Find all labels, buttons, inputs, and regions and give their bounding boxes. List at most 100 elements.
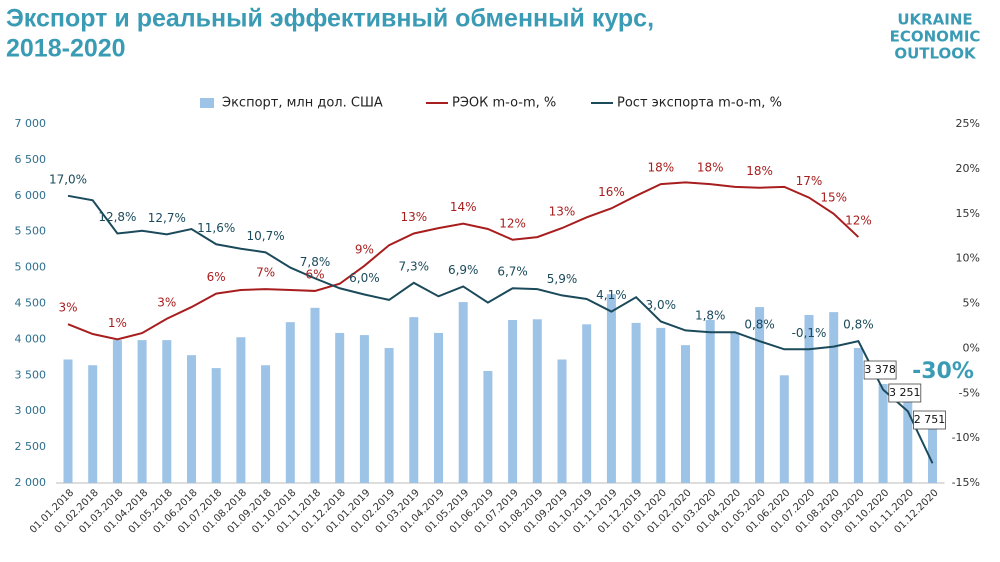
bar xyxy=(236,337,246,483)
y2-tick-label: -15% xyxy=(952,476,980,489)
y-tick-label: 4 500 xyxy=(15,297,47,310)
y-tick-label: 2 500 xyxy=(15,440,47,453)
legend-label: Экспорт, млн дол. США xyxy=(222,96,383,111)
data-label: 5,9% xyxy=(547,272,578,286)
bar xyxy=(137,340,147,483)
data-label: 15% xyxy=(820,190,847,204)
data-label: 0,8% xyxy=(843,318,874,332)
bar xyxy=(508,320,518,483)
data-label: 3% xyxy=(157,295,176,309)
data-label: 6% xyxy=(305,267,324,281)
bar xyxy=(557,359,567,483)
legend-label: РЭОК m-o-m, % xyxy=(452,96,556,111)
bar xyxy=(779,375,789,483)
bar xyxy=(681,345,690,483)
bar xyxy=(705,320,715,483)
data-label: 6,7% xyxy=(497,265,528,279)
data-label: 3,0% xyxy=(646,298,677,312)
data-label-box xyxy=(888,383,922,403)
y-tick-label: 4 000 xyxy=(15,332,47,345)
data-label: 4,1% xyxy=(596,288,627,302)
data-label-box xyxy=(913,410,946,430)
bar xyxy=(335,332,345,483)
data-label: 12% xyxy=(845,214,872,228)
data-label: 6% xyxy=(207,270,226,284)
data-label: 6,9% xyxy=(448,263,479,277)
data-label: 3 251 xyxy=(889,386,921,399)
data-label: 10,7% xyxy=(247,229,285,243)
logo: OUTLOOK xyxy=(894,45,977,63)
data-label: 9% xyxy=(355,242,374,256)
data-label: 13% xyxy=(400,210,427,224)
y2-tick-label: -10% xyxy=(952,431,980,444)
bar xyxy=(63,359,73,483)
y2-tick-label: 25% xyxy=(956,117,980,130)
data-label: 7,3% xyxy=(399,259,430,273)
bar xyxy=(88,365,98,483)
data-label: 12% xyxy=(499,216,526,230)
data-label: 13% xyxy=(549,205,576,219)
bar xyxy=(211,368,221,483)
bar xyxy=(483,370,493,483)
y2-tick-label: 15% xyxy=(956,207,980,220)
bar xyxy=(730,332,740,483)
annotation: -30% xyxy=(912,359,974,384)
data-label: 11,6% xyxy=(197,221,235,235)
data-label: 16% xyxy=(598,185,625,199)
y2-tick-label: 5% xyxy=(963,297,980,310)
bar xyxy=(631,322,641,483)
bar xyxy=(853,348,863,483)
bar xyxy=(384,348,394,483)
bar xyxy=(606,294,616,483)
bar xyxy=(261,365,271,483)
legend-swatch xyxy=(200,98,214,108)
y-tick-label: 3 500 xyxy=(15,368,47,381)
y2-tick-label: -5% xyxy=(959,386,980,399)
logo: ECONOMIC xyxy=(890,28,981,46)
y-tick-label: 3 000 xyxy=(15,404,47,417)
legend-label: Рост экспорта m-o-m, % xyxy=(617,96,782,111)
bar xyxy=(656,327,666,483)
bar xyxy=(928,429,937,483)
line xyxy=(67,194,934,464)
y2-tick-label: 20% xyxy=(956,162,980,175)
y-tick-label: 7 000 xyxy=(15,117,47,130)
data-label: 3% xyxy=(58,301,77,315)
y-tick-label: 6 000 xyxy=(15,189,47,202)
chart-title: Экспорт и реальный эффективный обменный … xyxy=(6,5,654,33)
y-tick-label: 2 000 xyxy=(15,476,47,489)
bar xyxy=(804,314,814,483)
data-label-box xyxy=(863,360,897,380)
y2-tick-label: 0% xyxy=(963,341,980,354)
data-label: 18% xyxy=(746,164,773,178)
logo: UKRAINE xyxy=(897,11,972,29)
bar xyxy=(409,317,419,483)
bar xyxy=(829,312,839,483)
data-label: 17,0% xyxy=(49,172,87,186)
bar xyxy=(187,355,196,483)
data-label: 1% xyxy=(108,316,127,330)
data-label: 17% xyxy=(796,174,823,188)
bar xyxy=(285,322,295,483)
data-label: 12,8% xyxy=(98,210,136,224)
bar xyxy=(582,324,592,483)
data-label: 1,8% xyxy=(695,309,726,323)
y-tick-label: 5 500 xyxy=(15,225,47,238)
bar xyxy=(532,319,542,483)
bar xyxy=(878,384,888,483)
chart-subtitle: 2018-2020 xyxy=(6,35,126,63)
bar xyxy=(458,302,468,483)
data-label: 14% xyxy=(450,200,477,214)
y2-tick-label: 10% xyxy=(956,252,980,265)
data-label: 6,0% xyxy=(349,271,380,285)
data-label: 0,8% xyxy=(744,318,775,332)
y-tick-label: 6 500 xyxy=(15,153,47,166)
bar xyxy=(434,332,443,483)
data-label: -0,1% xyxy=(792,326,827,340)
data-label: 18% xyxy=(697,161,724,175)
bar xyxy=(755,307,765,483)
bar xyxy=(359,335,369,483)
data-label: 18% xyxy=(647,161,674,175)
data-label: 7,8% xyxy=(300,255,331,269)
